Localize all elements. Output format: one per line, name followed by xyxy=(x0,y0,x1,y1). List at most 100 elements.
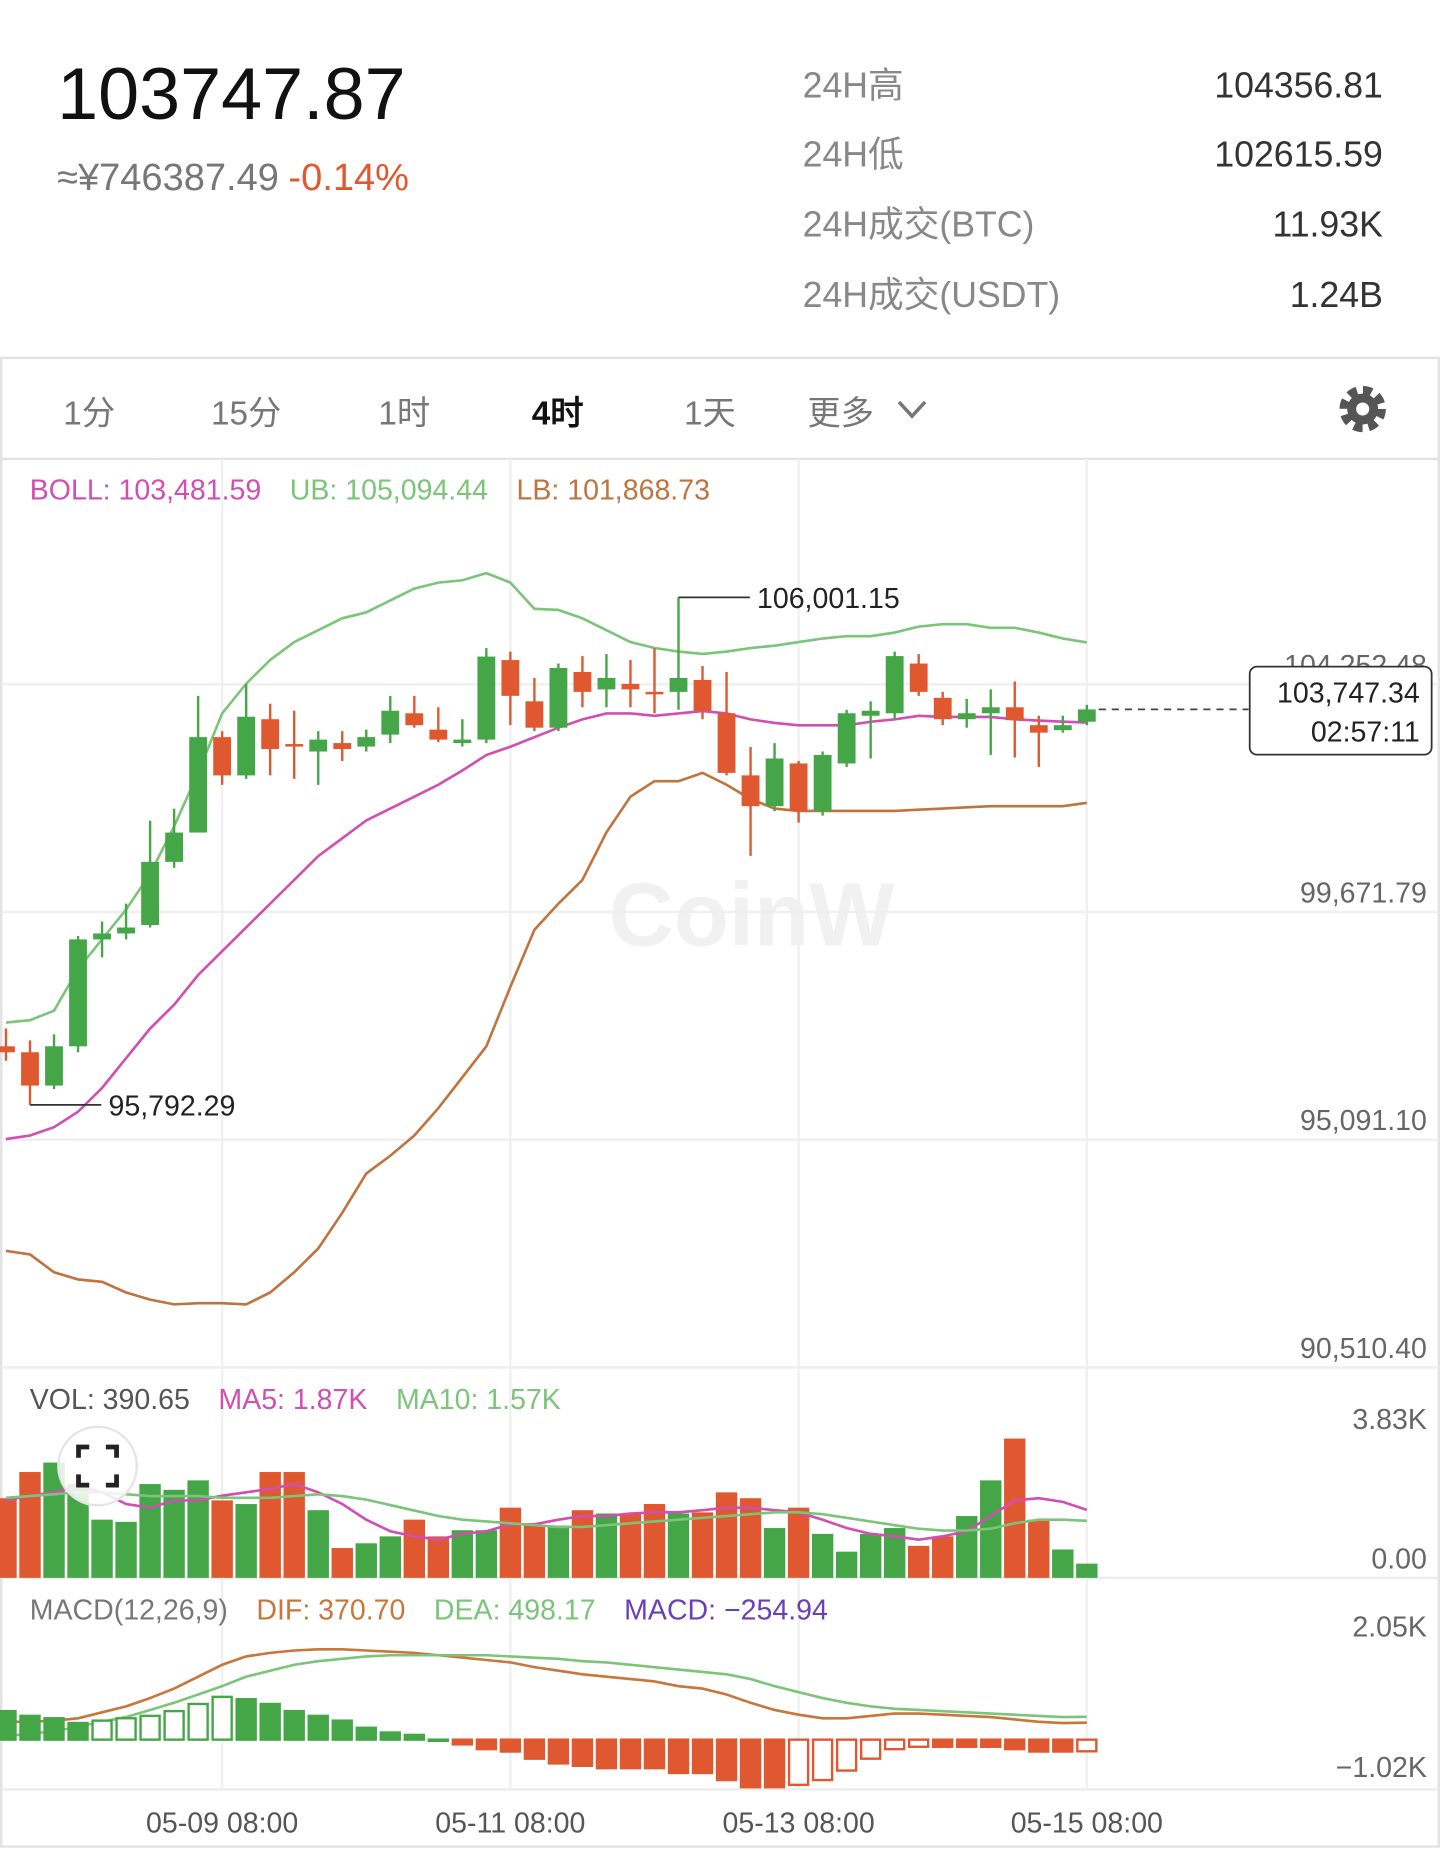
macd-bar xyxy=(475,1738,498,1751)
candle-body xyxy=(693,679,712,711)
macd-bar xyxy=(932,1738,954,1748)
volume-bar xyxy=(451,1530,474,1578)
macd-bar xyxy=(403,1733,426,1741)
volume-bar xyxy=(715,1492,738,1578)
volume-bar xyxy=(667,1513,690,1578)
candle-body xyxy=(285,744,304,747)
macd-bar xyxy=(619,1738,642,1770)
tab[interactable]: 15分 xyxy=(211,395,281,432)
legend-item: MACD: −254.94 xyxy=(624,1594,828,1626)
volume-bar xyxy=(331,1548,353,1578)
candle-body xyxy=(1053,725,1072,731)
volume-bar xyxy=(499,1507,522,1578)
macd-bar xyxy=(956,1738,978,1748)
indicator-line xyxy=(5,1482,1088,1542)
macd-bar xyxy=(547,1738,570,1765)
indicator-line xyxy=(5,1653,1087,1738)
volume-bar xyxy=(787,1507,810,1578)
candle-body xyxy=(453,739,472,744)
candle-body xyxy=(333,743,352,750)
volume-bar xyxy=(67,1484,89,1578)
macd-bar xyxy=(451,1738,474,1746)
annotation: 106,001.15 xyxy=(757,583,900,615)
volume-bar xyxy=(355,1543,377,1578)
candle-body xyxy=(645,691,664,695)
y-tick-label: 3.83K xyxy=(1352,1404,1427,1436)
volume-bar xyxy=(19,1472,41,1578)
candle-body xyxy=(597,677,616,690)
fullscreen-button[interactable] xyxy=(57,1425,138,1507)
volume-bar xyxy=(523,1525,546,1578)
tab[interactable]: 更多 xyxy=(807,395,874,432)
indicator-line xyxy=(5,571,1088,1024)
tab[interactable]: 1分 xyxy=(63,395,115,432)
macd-bar xyxy=(739,1738,762,1789)
x-tick-label: 05-13 08:00 xyxy=(722,1807,874,1839)
volume-bar xyxy=(475,1530,498,1578)
macd-bar xyxy=(859,1738,882,1760)
macd-bar xyxy=(907,1738,930,1748)
candle-body xyxy=(573,671,592,692)
y-tick-label: −1.02K xyxy=(1336,1752,1427,1784)
volume-bar xyxy=(643,1504,666,1578)
volume-bar xyxy=(811,1533,834,1578)
macd-bar xyxy=(235,1698,257,1741)
macd-bar xyxy=(980,1738,1002,1748)
candle-body xyxy=(477,656,496,740)
volume-bar xyxy=(0,1498,17,1578)
price: 103747.87 xyxy=(57,52,405,135)
last-price: 103,747.34 xyxy=(1277,677,1420,709)
macd-bar xyxy=(355,1726,377,1741)
volume-bar xyxy=(932,1536,954,1578)
watermark: CoinW xyxy=(608,864,895,965)
candle-body xyxy=(813,755,832,812)
macd-bar xyxy=(427,1738,450,1743)
tab[interactable]: 1天 xyxy=(684,395,736,432)
volume-bar xyxy=(139,1484,161,1578)
indicator-line xyxy=(5,709,1087,1141)
tab[interactable]: 4时 xyxy=(532,395,584,432)
macd-bar xyxy=(1004,1738,1026,1751)
tab[interactable]: 1时 xyxy=(378,395,430,432)
macd-bar xyxy=(1028,1738,1050,1753)
macd-bar xyxy=(643,1738,666,1770)
volume-bar xyxy=(547,1525,570,1578)
candle-body xyxy=(501,660,520,696)
fullscreen-circle xyxy=(57,1425,138,1507)
settings[interactable] xyxy=(1339,385,1386,433)
chevron[interactable] xyxy=(897,400,927,419)
candle-body xyxy=(669,677,688,692)
macd-bar xyxy=(187,1702,209,1741)
volume-bar xyxy=(1004,1438,1026,1578)
candle-body xyxy=(381,710,400,735)
volume-bar xyxy=(403,1519,426,1578)
stat-value: 1.24B xyxy=(1290,275,1383,315)
fullscreen-icon xyxy=(76,1444,119,1488)
candle-body xyxy=(237,716,256,776)
volume-bar xyxy=(379,1536,401,1578)
legend-item: BOLL: 103,481.59 xyxy=(30,474,261,506)
candle-body xyxy=(165,832,184,862)
stat-label: 24H高 xyxy=(803,66,904,106)
x-tick-label: 05-15 08:00 xyxy=(1011,1807,1163,1839)
stat-label: 24H成交(BTC) xyxy=(803,205,1035,245)
volume-bar xyxy=(595,1513,618,1578)
candle-body xyxy=(525,701,544,728)
volume-bar xyxy=(763,1528,786,1578)
macd-bar xyxy=(43,1717,65,1741)
candle-body xyxy=(429,729,448,740)
macd-bar xyxy=(331,1719,353,1741)
volume-bar xyxy=(835,1551,858,1578)
y-tick-label: 95,091.10 xyxy=(1300,1105,1427,1137)
y-tick-label: 99,671.79 xyxy=(1300,877,1427,909)
macd-bar xyxy=(163,1709,185,1741)
volume-bar xyxy=(739,1498,762,1578)
candle-body xyxy=(885,656,904,714)
legend-item: DIF: 370.70 xyxy=(256,1594,405,1626)
gear-teeth xyxy=(1339,385,1386,433)
candle-body xyxy=(837,713,856,764)
volume-bar xyxy=(307,1510,329,1578)
charts: CoinW90,510.4095,091.1099,671.79104,252.… xyxy=(0,458,1439,1839)
stat-label: 24H成交(USDT) xyxy=(803,275,1061,315)
